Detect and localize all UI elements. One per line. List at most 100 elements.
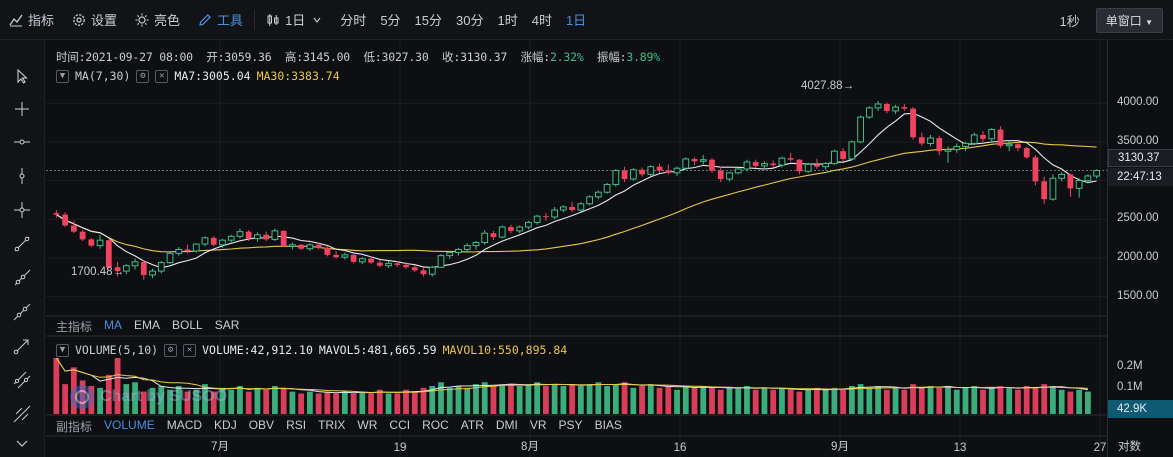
candle-body bbox=[157, 262, 165, 272]
volume-bar bbox=[403, 389, 409, 414]
volume-bar bbox=[543, 386, 549, 414]
indicators-button[interactable]: 指标 bbox=[0, 0, 63, 40]
window-mode-button[interactable]: 单窗口 ▼ bbox=[1095, 7, 1163, 33]
volume-bar bbox=[761, 387, 768, 414]
volume-close-icon[interactable]: ✕ bbox=[183, 343, 197, 357]
candle-body bbox=[131, 261, 139, 267]
open-value: 3059.36 bbox=[224, 50, 272, 64]
more-tools-chevron-icon[interactable] bbox=[10, 432, 34, 456]
sub-tab-macd[interactable]: MACD bbox=[166, 418, 203, 432]
candle-body bbox=[306, 244, 314, 250]
extended-line-tool-icon[interactable] bbox=[10, 300, 34, 324]
cross-line-tool-icon[interactable] bbox=[10, 198, 34, 222]
sub-tab-trix[interactable]: TRIX bbox=[318, 418, 346, 432]
arrow-line-tool-icon[interactable] bbox=[10, 334, 34, 358]
chart-area[interactable]: Chart by SUSOO 时间:2021-09-27 08:00 开:305… bbox=[46, 40, 1107, 457]
period-5[interactable]: 4时 bbox=[531, 13, 552, 28]
fibonacci-tool-icon[interactable] bbox=[10, 402, 34, 426]
low-annotation-value: 1700.48 bbox=[71, 266, 113, 278]
volume-tick-label: 0.1M bbox=[1117, 381, 1143, 393]
horizontal-line-tool-icon[interactable] bbox=[10, 130, 34, 154]
candle-body bbox=[569, 206, 576, 210]
candle-body bbox=[403, 264, 409, 268]
parallel-channel-tool-icon[interactable] bbox=[10, 368, 34, 392]
price-axis[interactable]: 4000.003500.003000.002500.002000.001500.… bbox=[1107, 40, 1173, 457]
amplitude-value: 3.89% bbox=[626, 50, 660, 64]
main-tab-ema[interactable]: EMA bbox=[134, 318, 161, 332]
sun-icon bbox=[135, 13, 149, 27]
volume-bar bbox=[70, 367, 77, 414]
candle-body bbox=[428, 266, 436, 275]
sub-tab-bias[interactable]: BIAS bbox=[594, 418, 622, 432]
candle-body bbox=[324, 247, 331, 255]
tools-button[interactable]: 工具 bbox=[189, 0, 252, 40]
watermark-logo-icon bbox=[70, 385, 94, 409]
countdown-tag: 22:47:13 bbox=[1108, 168, 1173, 186]
sub-tab-cci[interactable]: CCI bbox=[389, 418, 411, 432]
volume-bar bbox=[306, 391, 313, 414]
volume-settings-gear-icon[interactable]: ⚙ bbox=[164, 343, 178, 357]
sub-tab-kdj[interactable]: KDJ bbox=[214, 418, 237, 432]
volume-bar bbox=[612, 384, 619, 414]
indicator-close-icon[interactable]: ✕ bbox=[155, 69, 169, 83]
ray-tool-icon[interactable] bbox=[10, 266, 34, 290]
candle-body bbox=[892, 106, 899, 112]
collapse-caret-icon[interactable]: ▼ bbox=[56, 69, 69, 83]
pencil-icon bbox=[198, 13, 212, 27]
candle-body bbox=[560, 206, 567, 211]
chart-type-dropdown[interactable]: 1日 bbox=[257, 0, 333, 40]
period-6[interactable]: 1日 bbox=[565, 13, 587, 28]
volume-bar bbox=[1015, 389, 1021, 414]
change-label: 涨幅: bbox=[520, 50, 551, 64]
sub-tab-roc[interactable]: ROC bbox=[422, 418, 449, 432]
sub-tab-obv[interactable]: OBV bbox=[248, 418, 275, 432]
log-scale-button[interactable]: 对数 bbox=[1118, 438, 1141, 454]
main-tab-boll[interactable]: BOLL bbox=[172, 318, 203, 332]
candlestick-chart[interactable] bbox=[46, 40, 1107, 457]
main-tab-sar[interactable]: SAR bbox=[214, 318, 240, 332]
candle-body bbox=[368, 258, 374, 263]
price-tick-label: 3500.00 bbox=[1117, 134, 1159, 147]
date-tick-label: 8月 bbox=[521, 441, 539, 453]
candle-body bbox=[394, 263, 401, 265]
main-tab-ma[interactable]: MA bbox=[104, 318, 123, 332]
volume-bar bbox=[79, 380, 86, 414]
brightness-button[interactable]: 亮色 bbox=[126, 0, 189, 40]
volume-bar bbox=[1032, 387, 1039, 414]
period-1[interactable]: 5分 bbox=[380, 13, 401, 28]
vertical-line-tool-icon[interactable] bbox=[10, 164, 34, 188]
sub-tab-atr[interactable]: ATR bbox=[460, 418, 484, 432]
sub-tab-vr[interactable]: VR bbox=[529, 418, 547, 432]
settings-button[interactable]: 设置 bbox=[63, 0, 126, 40]
indicator-settings-gear-icon[interactable]: ⚙ bbox=[136, 69, 150, 83]
candle-body bbox=[577, 203, 585, 211]
period-4[interactable]: 1时 bbox=[497, 13, 518, 28]
crosshair-tool-icon[interactable] bbox=[10, 97, 34, 121]
ma-indicator-name: MA(7,30) bbox=[75, 69, 131, 83]
volume-collapse-caret-icon[interactable]: ▼ bbox=[56, 343, 69, 357]
period-2[interactable]: 15分 bbox=[414, 13, 443, 28]
volume-bar bbox=[272, 386, 278, 414]
main-indicator-legend: ▼ MA(7,30) ⚙ ✕ MA7:3005.04 MA30:3383.74 bbox=[56, 69, 340, 83]
toolbar-right: 1秒 单窗口 ▼ bbox=[1059, 0, 1163, 40]
candle-body bbox=[656, 166, 663, 171]
volume-bar bbox=[245, 391, 252, 414]
high-value: 3145.00 bbox=[302, 50, 351, 64]
volume-bar bbox=[910, 384, 916, 414]
refresh-rate[interactable]: 1秒 bbox=[1059, 13, 1080, 29]
sub-tab-rsi[interactable]: RSI bbox=[286, 418, 307, 432]
sub-tab-volume[interactable]: VOLUME bbox=[104, 418, 155, 432]
period-0[interactable]: 分时 bbox=[340, 13, 367, 28]
cursor-tool-icon[interactable] bbox=[10, 64, 34, 88]
volume-bar bbox=[1050, 386, 1056, 414]
change-value: 2.32% bbox=[549, 50, 584, 64]
candle-body bbox=[647, 166, 655, 175]
volume-bar bbox=[639, 386, 645, 414]
period-3[interactable]: 30分 bbox=[456, 13, 484, 28]
volume-bar bbox=[604, 386, 610, 414]
trend-line-tool-icon[interactable] bbox=[10, 232, 34, 256]
sub-tab-psy[interactable]: PSY bbox=[558, 418, 583, 432]
sub-tab-wr[interactable]: WR bbox=[357, 418, 378, 432]
sub-tab-dmi[interactable]: DMI bbox=[495, 418, 518, 432]
candle-body bbox=[944, 149, 952, 152]
